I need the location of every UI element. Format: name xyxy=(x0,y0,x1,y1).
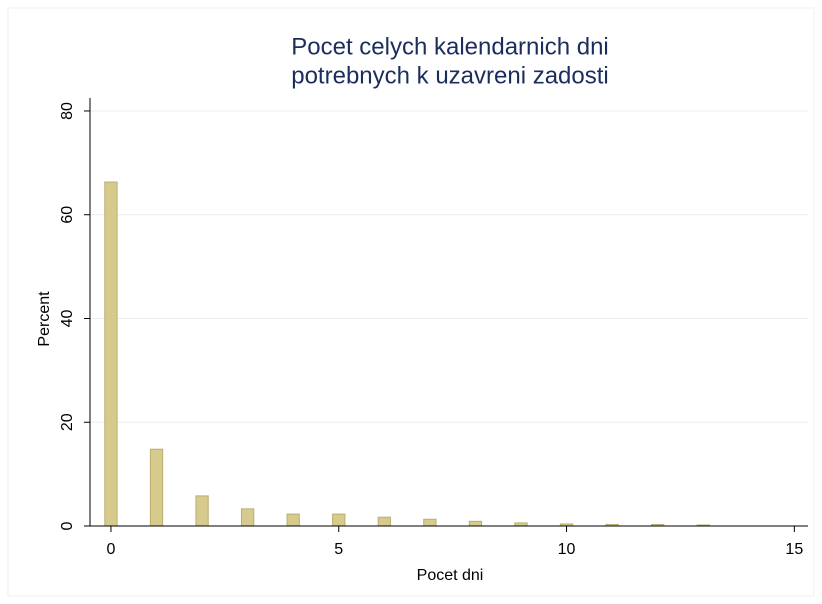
bar xyxy=(286,513,300,527)
y-tick-label: 60 xyxy=(59,206,76,224)
bar xyxy=(332,513,346,527)
bar xyxy=(468,520,483,527)
y-tick-label: 40 xyxy=(59,309,76,327)
bar xyxy=(195,495,209,527)
x-tick-label: 10 xyxy=(558,541,576,558)
y-axis-label: Percent xyxy=(36,291,53,347)
y-tick-label: 20 xyxy=(59,413,76,431)
bar xyxy=(377,516,391,527)
y-tick-label: 80 xyxy=(59,102,76,120)
x-tick-label: 0 xyxy=(107,541,116,558)
x-tick-label: 15 xyxy=(785,541,803,558)
background xyxy=(7,7,815,597)
bar xyxy=(149,448,164,527)
chart-title: potrebnych k uzavreni zadosti xyxy=(291,62,609,89)
bar xyxy=(423,518,437,527)
chart-title: Pocet celych kalendarnich dni xyxy=(291,33,609,60)
x-tick-label: 5 xyxy=(334,541,343,558)
y-tick-label: 0 xyxy=(59,521,76,530)
x-axis-label: Pocet dni xyxy=(417,567,484,584)
bar xyxy=(104,181,118,527)
bar xyxy=(240,508,255,527)
